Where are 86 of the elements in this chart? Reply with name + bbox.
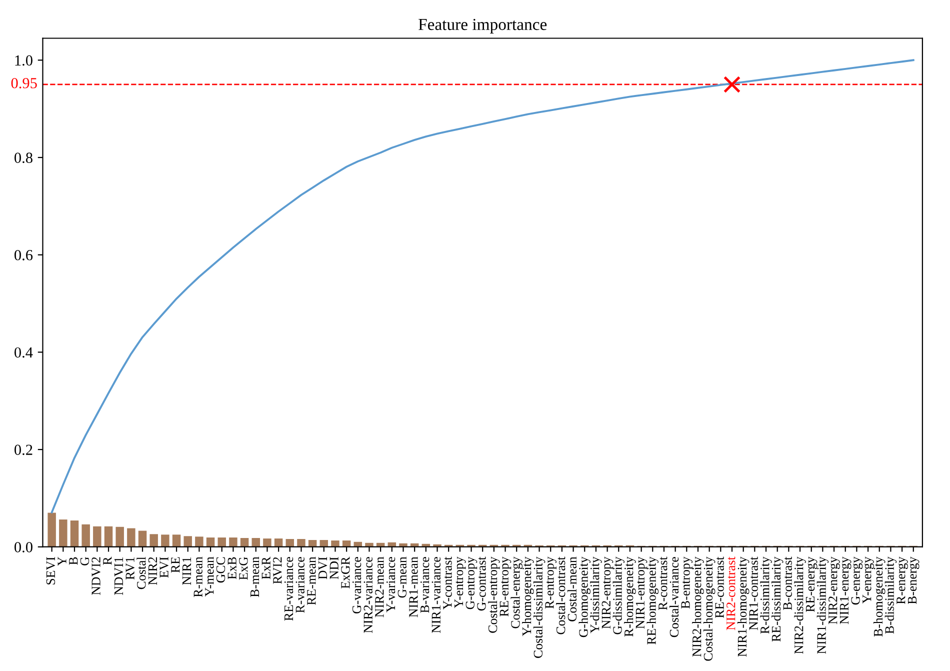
x-tick-label: RE-mean (307, 556, 316, 605)
x-tick-label: NIR1-contrast (749, 556, 758, 630)
x-tick-label: Y-homogeneity (522, 556, 534, 636)
x-tick-label: Costal-entropy (488, 556, 500, 633)
ref-line-label: 0.95 (11, 78, 37, 88)
x-tick-label: ExR (262, 556, 270, 580)
x-tick-label: Y-mean (205, 556, 214, 597)
x-tick-label: RE-energy (806, 556, 818, 612)
x-tick-label: R-variance (296, 557, 304, 613)
x-tick-label: Y (58, 556, 66, 566)
x-tick-label: G-homogeneity (578, 556, 590, 638)
x-tick-label: B-energy (908, 556, 920, 604)
x-tick-label: Y-entropy (454, 556, 466, 608)
x-tick-label: Costal-homogeneity (703, 556, 716, 661)
x-tick-label: NDVI2 (92, 557, 100, 595)
x-tick-label: NIR2 (148, 557, 157, 585)
x-tick-label: Costal-mean (567, 556, 577, 622)
x-tick-label: B-dissimilarity (884, 556, 897, 634)
x-tick-label: Costal-dissimilarity (533, 556, 546, 658)
x-tick-label: Y-dissimilarity (590, 556, 602, 634)
x-tick-label: NIR2-energy (828, 556, 840, 624)
x-tick-label: Costal-energy (510, 556, 522, 628)
x-tick-label: RE-dissimilarity (771, 556, 784, 642)
x-tick-label: NIR2-dissimilarity (794, 556, 806, 654)
x-tick-label: Costal-contrast (556, 556, 566, 634)
x-tick-label: G-variance (352, 557, 362, 614)
x-tick-label: NDI (330, 557, 338, 580)
x-tick-label: B-entropy (681, 556, 693, 609)
x-tick-label: R-energy (896, 556, 908, 604)
x-tick-label: DVI (318, 557, 328, 580)
x-tick-label: G (80, 556, 90, 566)
x-tick-label: Costal (136, 556, 146, 590)
y-tick-label: 0.2 (14, 444, 32, 456)
x-tick-label: B-variance (420, 557, 430, 613)
x-tick-label: B (69, 557, 78, 565)
y-tick-label: 0.4 (14, 347, 33, 358)
x-tick-label: G-contrast (477, 556, 486, 611)
x-tick-label: R-homogeneity (624, 556, 636, 637)
x-tick-label: RV1 (126, 557, 134, 580)
x-tick-label: NIR1-energy (840, 556, 852, 624)
x-tick-label: RVI2 (273, 557, 282, 584)
x-tick-label: SEVI (46, 557, 56, 584)
x-tick-label: RE (171, 557, 180, 573)
chart-title: Feature importance (418, 18, 547, 34)
x-tick-label: Y-energy (862, 556, 874, 604)
x-tick-label: NIR2-mean (375, 556, 384, 618)
x-tick-label: G-energy (851, 556, 863, 605)
x-tick-label: R-entropy (545, 556, 556, 609)
x-tick-label: NIR2-entropy (602, 556, 614, 629)
line-series (50, 59, 914, 514)
x-tick-label: R-contrast (658, 556, 668, 610)
x-tick-label: NIR1 (182, 557, 191, 585)
x-tick-label: NIR1-variance (432, 557, 440, 633)
x-tick-label: NIR1-entropy (636, 556, 648, 629)
x-tick-label: NIR1-mean (409, 556, 418, 618)
x-tick-label: NIR2-variance (364, 557, 372, 633)
x-tick-label: GCC (216, 557, 226, 583)
x-tick-label: ExGR (341, 556, 350, 589)
x-tick-label: Costal-variance (669, 557, 679, 638)
x-tick-label: B-contrast (783, 556, 792, 610)
x-tick-label: B-homogeneity (873, 556, 886, 637)
x-tick-label: NIR1-dissimilarity (816, 556, 829, 654)
x-tick-label: NIR1-homogeneity (737, 556, 750, 657)
x-tick-label: Y-variance (386, 557, 396, 612)
y-tick-label: 1.0 (15, 55, 32, 66)
y-tick-label: 0.0 (14, 542, 32, 552)
x-tick-label: B-mean (250, 556, 260, 598)
y-tick-label: 0.8 (14, 152, 32, 164)
x-tick-label: EVI (160, 557, 168, 578)
x-tick-label: RE-homogeneity (646, 556, 659, 644)
x-tick-label: ExB (228, 557, 236, 580)
x-tick-label: NIR2-homogeneity (692, 556, 704, 657)
x-tick-label: RE-variance (284, 557, 294, 621)
x-tick-label: Y-contrast (443, 556, 452, 610)
x-tick-label: R-dissimilarity (760, 556, 772, 634)
x-tick-label: G-mean (398, 556, 406, 598)
y-tick-label: 0.6 (14, 250, 33, 260)
x-tick-label: RE-contrast (715, 556, 724, 618)
x-tick-label: RE-entropy (500, 556, 512, 616)
x-tick-label: NIR2-contrast (726, 556, 736, 630)
x-tick-label: G-dissimilarity (612, 556, 625, 634)
x-tick-label: ExG (239, 556, 248, 580)
x-tick-label: R-mean (194, 556, 202, 598)
x-tick-label: R (103, 556, 112, 565)
x-tick-label: G-entropy (466, 556, 478, 610)
x-tick-label: NDVI1 (114, 557, 124, 595)
